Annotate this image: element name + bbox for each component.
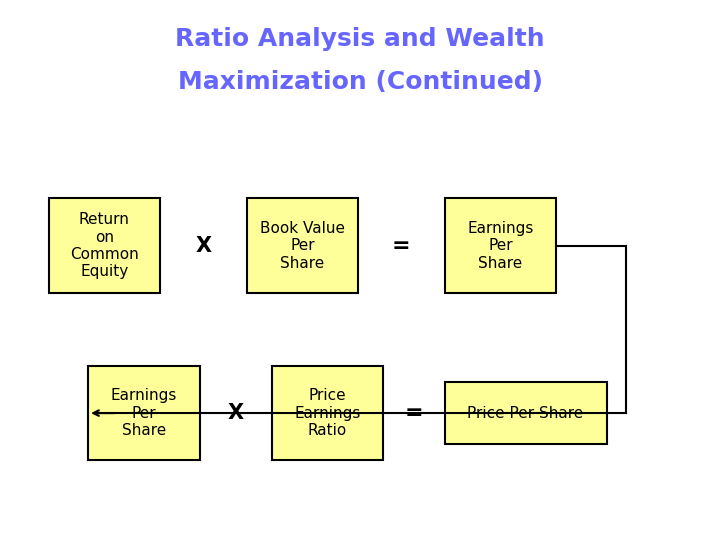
FancyBboxPatch shape (246, 198, 358, 293)
Text: Price Per Share: Price Per Share (467, 406, 584, 421)
Text: Ratio Analysis and Wealth: Ratio Analysis and Wealth (175, 27, 545, 51)
Text: Maximization (Continued): Maximization (Continued) (178, 70, 542, 94)
Text: Book Value
Per
Share: Book Value Per Share (260, 221, 345, 271)
Text: X: X (195, 235, 212, 256)
FancyBboxPatch shape (444, 382, 606, 444)
FancyBboxPatch shape (89, 366, 200, 460)
Text: Return
on
Common
Equity: Return on Common Equity (70, 212, 139, 279)
Text: =: = (392, 235, 410, 256)
Text: Earnings
Per
Share: Earnings Per Share (111, 388, 177, 438)
Text: Earnings
Per
Share: Earnings Per Share (467, 221, 534, 271)
FancyBboxPatch shape (444, 198, 556, 293)
FancyBboxPatch shape (272, 366, 383, 460)
Text: X: X (228, 403, 244, 423)
Text: Price
Earnings
Ratio: Price Earnings Ratio (294, 388, 361, 438)
FancyBboxPatch shape (48, 198, 160, 293)
Text: =: = (405, 403, 423, 423)
